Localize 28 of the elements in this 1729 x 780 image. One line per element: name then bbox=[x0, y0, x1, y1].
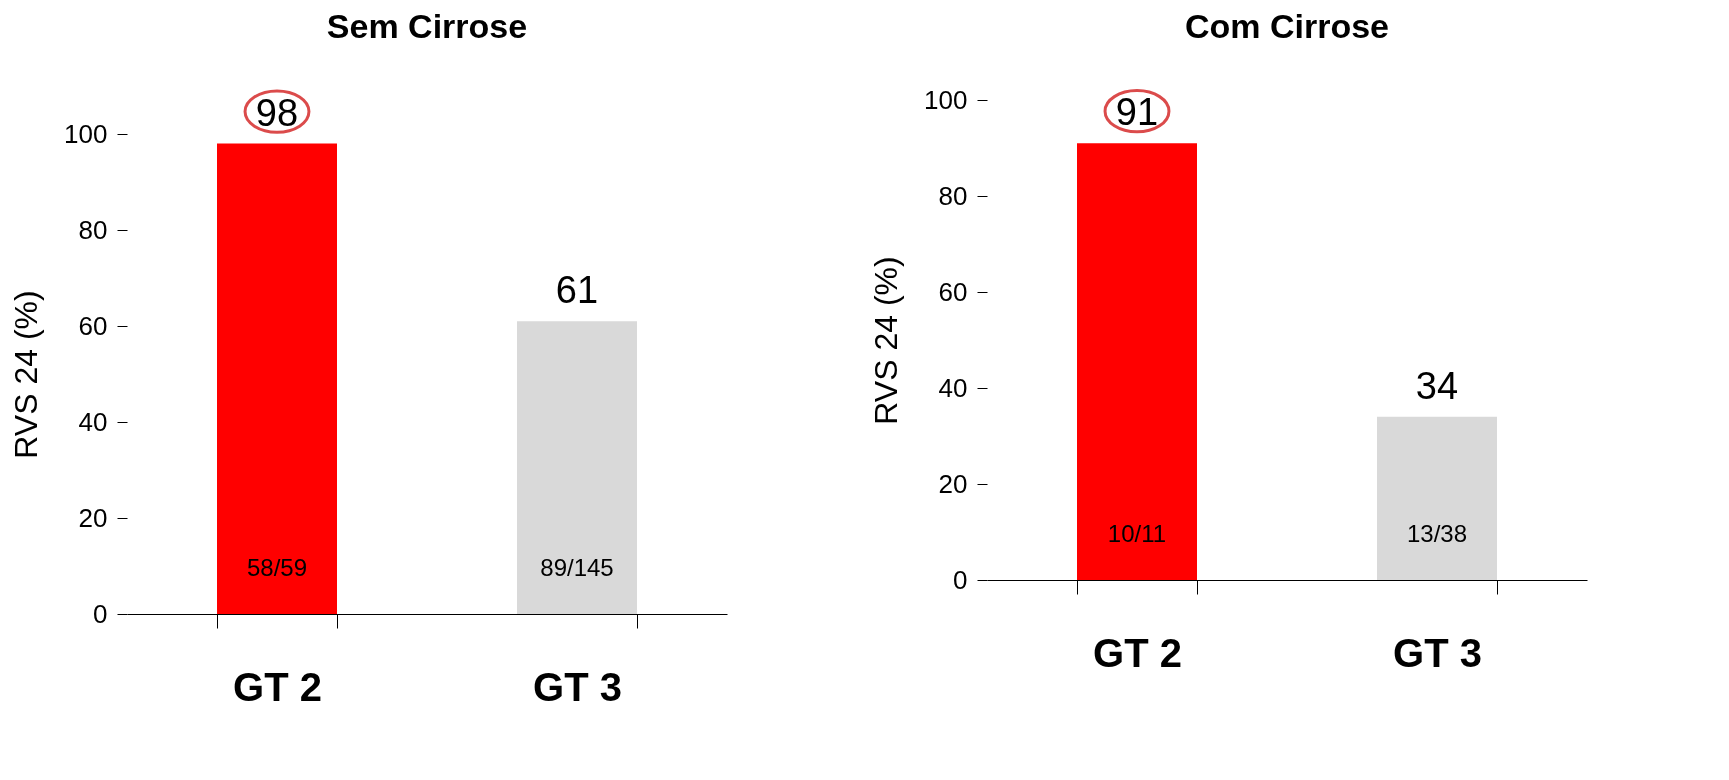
data-label: 34 bbox=[1415, 364, 1459, 407]
y-tick-label: 60 bbox=[938, 276, 968, 307]
y-tick-label: 80 bbox=[938, 180, 968, 211]
x-tick-label: GT 3 bbox=[533, 664, 622, 709]
y-tick-label: 0 bbox=[93, 598, 108, 629]
chart-title: Com Cirrose bbox=[1184, 6, 1390, 45]
data-label: 91 bbox=[1115, 91, 1159, 134]
y-tick-label: 40 bbox=[78, 406, 108, 437]
data-label: 98 bbox=[255, 91, 299, 134]
y-tick-label: 0 bbox=[953, 564, 968, 595]
annotation: 13/38 bbox=[1406, 520, 1468, 547]
y-tick-label: 20 bbox=[938, 468, 968, 499]
x-tick-label: GT 3 bbox=[1393, 630, 1482, 675]
y-tick-label: 100 bbox=[64, 118, 108, 149]
annotation: 89/145 bbox=[540, 554, 614, 581]
y-axis-title: RVS 24 (%) bbox=[868, 256, 905, 425]
y-tick-label: 20 bbox=[78, 502, 108, 533]
y-tick-label: 60 bbox=[78, 310, 108, 341]
y-tick-label: 100 bbox=[924, 84, 968, 115]
y-axis-title: RVS 24 (%) bbox=[8, 290, 45, 459]
y-tick-label: 80 bbox=[78, 214, 108, 245]
annotation: 58/59 bbox=[246, 554, 308, 581]
x-tick-label: GT 2 bbox=[1093, 630, 1182, 675]
data-label: 61 bbox=[555, 269, 599, 312]
x-tick-label: GT 2 bbox=[233, 664, 322, 709]
annotation: 10/11 bbox=[1107, 520, 1167, 547]
chart-title: Sem Cirrose bbox=[326, 6, 528, 45]
y-tick-label: 40 bbox=[938, 372, 968, 403]
